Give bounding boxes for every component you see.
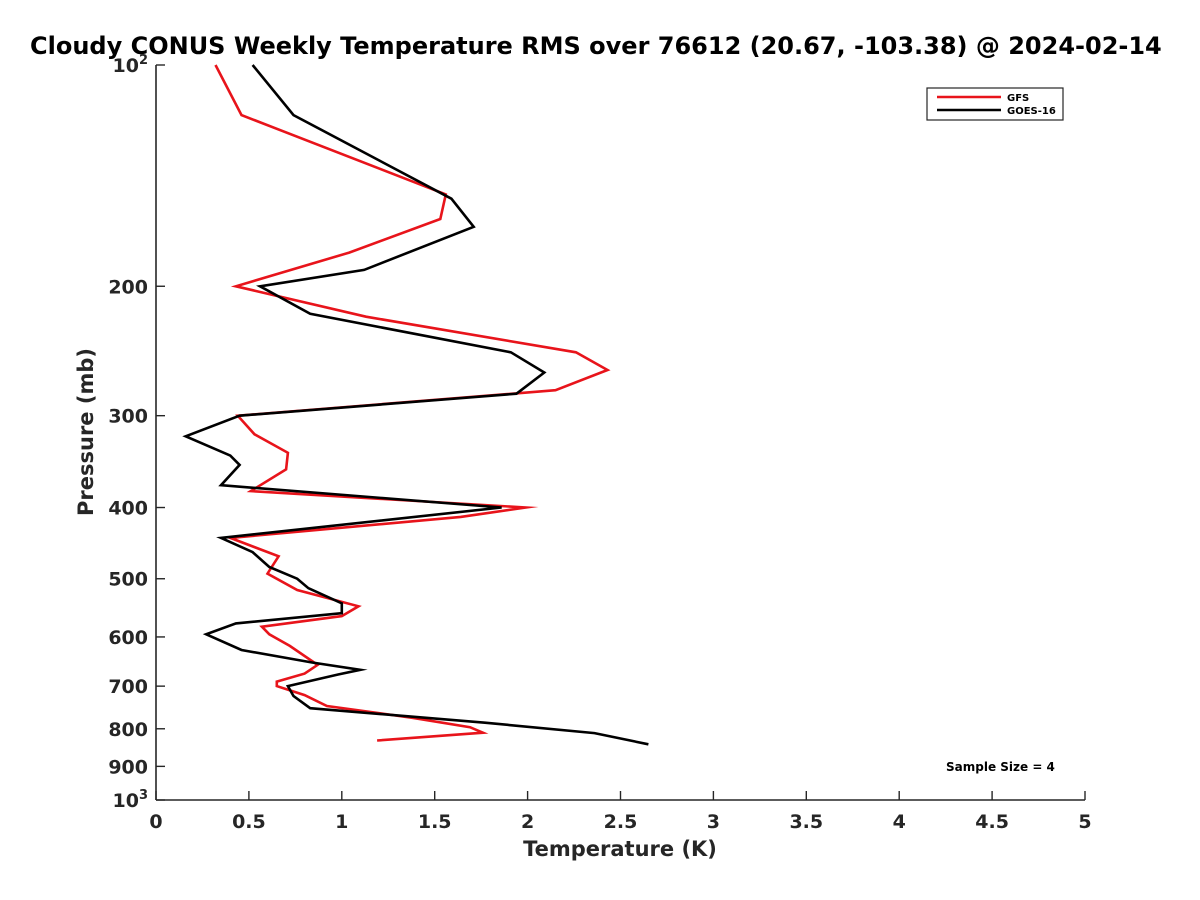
y-tick-label: 600 (108, 627, 148, 649)
x-axis-label: Temperature (K) (523, 837, 717, 861)
legend: GFS GOES-16 (926, 87, 1064, 121)
x-ticks: 0 0.5 1 1.5 2 2.5 3 3.5 4 4.5 5 (149, 791, 1092, 833)
legend-label-goes-16: GOES-16 (1007, 106, 1056, 117)
y-tick-label: 300 (108, 406, 148, 428)
y-ticks: 102 200 300 400 500 600 700 800 900 103 (108, 53, 165, 812)
sample-size-annotation: Sample Size = 4 (946, 760, 1055, 774)
x-tick-label: 5 (1078, 811, 1091, 833)
x-tick-label: 0 (149, 811, 162, 833)
y-tick-label: 500 (108, 569, 148, 591)
x-tick-label: 1 (335, 811, 348, 833)
x-tick-label: 2.5 (604, 811, 638, 833)
y-tick-label: 400 (108, 498, 148, 520)
y-tick-label: 103 (113, 788, 149, 812)
y-tick-label: 900 (108, 756, 148, 778)
chart-title: Cloudy CONUS Weekly Temperature RMS over… (30, 32, 1162, 60)
x-tick-label: 4.5 (975, 811, 1009, 833)
y-axis-label: Pressure (mb) (74, 348, 98, 516)
legend-box (926, 87, 1064, 121)
x-tick-label: 2 (521, 811, 534, 833)
x-tick-label: 1.5 (418, 811, 452, 833)
y-tick-label: 800 (108, 719, 148, 741)
x-tick-label: 3.5 (789, 811, 823, 833)
series-line-goes-16 (182, 64, 649, 746)
y-tick-label: 700 (108, 676, 148, 698)
legend-label-gfs: GFS (1007, 93, 1029, 104)
x-tick-label: 3 (707, 811, 720, 833)
x-tick-label: 4 (893, 811, 906, 833)
series-line-gfs (214, 64, 611, 742)
y-tick-label: 102 (113, 53, 149, 77)
series-layer (182, 64, 649, 746)
x-tick-label: 0.5 (232, 811, 266, 833)
y-tick-label: 200 (108, 276, 148, 298)
